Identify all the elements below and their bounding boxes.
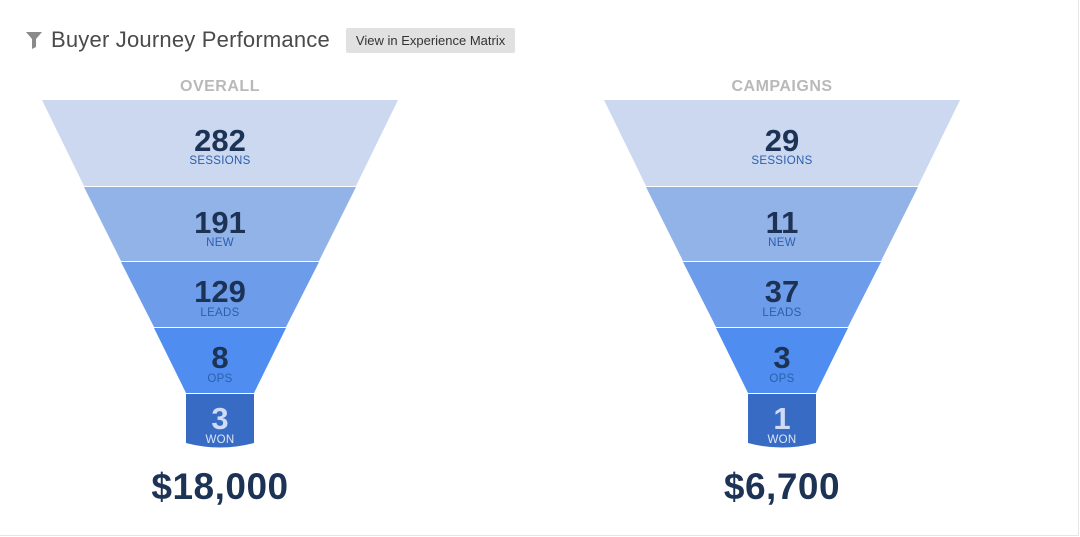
stage-sessions[interactable] — [604, 100, 960, 186]
stage-caption-ops: OPS — [769, 373, 794, 385]
stage-leads[interactable] — [121, 262, 319, 327]
stage-caption-new: NEW — [768, 237, 796, 249]
stage-value-won: 3 — [211, 401, 228, 436]
revenue-total: $18,000 — [151, 466, 289, 507]
stage-caption-sessions: SESSIONS — [751, 155, 812, 167]
funnel-label: CAMPAIGNS — [731, 78, 833, 95]
filter-icon — [26, 31, 42, 49]
stage-caption-leads: LEADS — [762, 307, 801, 319]
stage-new[interactable] — [84, 187, 356, 261]
funnel-campaigns: CAMPAIGNS 29 SESSIONS 11 NEW 37 LEADS 3 … — [602, 74, 962, 514]
funnel-label: OVERALL — [180, 78, 260, 95]
stage-ops[interactable] — [154, 328, 286, 393]
revenue-total: $6,700 — [723, 466, 841, 507]
funnel-graphic: 29 SESSIONS 11 NEW 37 LEADS 3 OPS 1 WON — [604, 100, 960, 448]
stage-value-sessions: 29 — [765, 123, 799, 158]
stage-won[interactable] — [748, 394, 816, 448]
stage-caption-leads: LEADS — [200, 307, 239, 319]
funnel-overall: OVERALL 282 SESSIONS 191 NEW 129 LEADS 8… — [40, 74, 400, 514]
stage-value-won: 1 — [773, 401, 790, 436]
panel-header: Buyer Journey Performance View in Experi… — [26, 26, 516, 54]
view-in-experience-matrix-button[interactable]: View in Experience Matrix — [345, 27, 516, 53]
stage-value-new: 191 — [194, 205, 246, 240]
stage-ops[interactable] — [716, 328, 848, 393]
stage-caption-sessions: SESSIONS — [189, 155, 250, 167]
stage-leads[interactable] — [683, 262, 881, 327]
stage-value-ops: 8 — [211, 340, 228, 375]
stage-caption-won: WON — [205, 434, 234, 446]
stage-value-ops: 3 — [773, 340, 790, 375]
stage-caption-ops: OPS — [207, 373, 232, 385]
stage-caption-won: WON — [767, 434, 796, 446]
stage-value-leads: 129 — [194, 274, 246, 309]
stage-sessions[interactable] — [42, 100, 398, 186]
stage-value-leads: 37 — [765, 274, 799, 309]
stage-new[interactable] — [646, 187, 918, 261]
stage-caption-new: NEW — [206, 237, 234, 249]
panel-title: Buyer Journey Performance — [51, 27, 330, 52]
funnel-graphic: 282 SESSIONS 191 NEW 129 LEADS 8 OPS 3 W… — [42, 100, 398, 448]
stage-value-sessions: 282 — [194, 123, 246, 158]
stage-won[interactable] — [186, 394, 254, 448]
stage-value-new: 11 — [766, 205, 799, 240]
